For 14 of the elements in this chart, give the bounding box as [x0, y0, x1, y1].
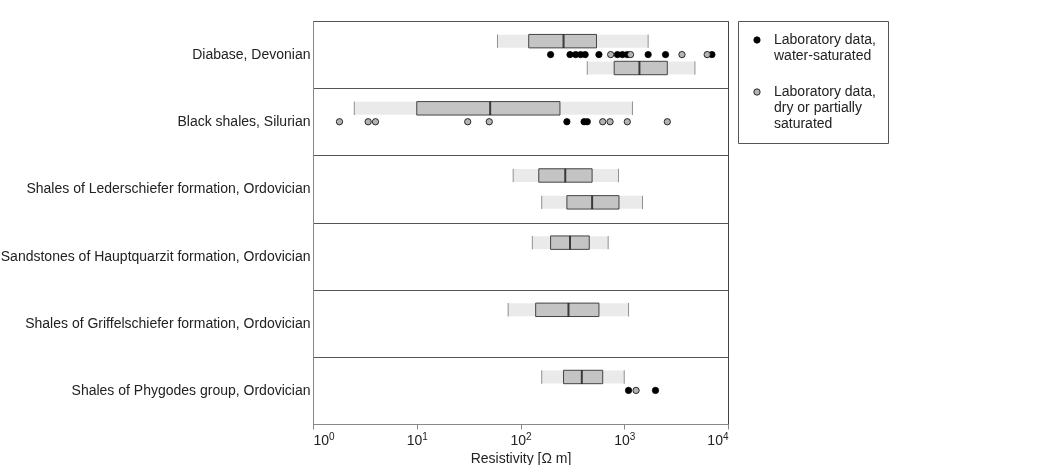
y-tick-label: Shales of Griffelschiefer formation, Ordovician [25, 314, 311, 331]
x-tick-label: 10$^{2}$ [510, 430, 533, 448]
x-axis-title: Resistivity [Ω m] [470, 449, 572, 466]
legend-label: Laboratory data, water-saturated [773, 31, 876, 63]
x-tick-label: 10$^{4}$ [707, 430, 729, 448]
y-tick-label: Sandstones of Hauptquarzit formation, Ordovician [0, 247, 311, 264]
y-tick-label: Shales of Phygodes group, Ordovician [71, 381, 311, 398]
x-tick-label: 10$^{3}$ [614, 430, 636, 448]
legend-label: Laboratory data, dry or partially saturated [774, 83, 876, 131]
x-tick-label: 10$^{0}$ [313, 430, 336, 448]
y-tick-label: Shales of Lederschiefer formation, Ordovician [26, 180, 311, 197]
x-tick-label: 10$^{1}$ [406, 430, 429, 448]
y-tick-label: Diabase, Devonian [192, 46, 311, 63]
y-tick-label: Black shales, Silurian [177, 113, 311, 130]
